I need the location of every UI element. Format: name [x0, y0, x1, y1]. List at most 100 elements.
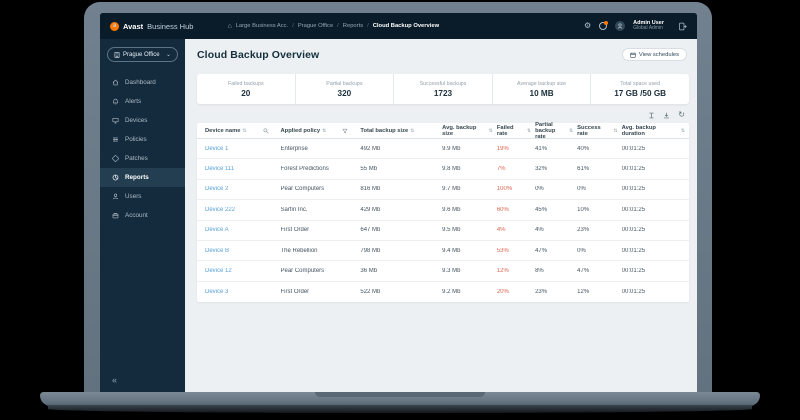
success-rate-cell: 23%	[577, 227, 590, 234]
user-role: Global Admin	[633, 25, 663, 32]
laptop-notch	[315, 392, 485, 397]
sidebar-item-devices[interactable]: Devices	[100, 111, 185, 130]
device-name-link[interactable]: Device 222	[205, 206, 236, 213]
partial-backup-rate-cell: 41%	[535, 145, 548, 152]
search-icon[interactable]	[263, 128, 269, 134]
partial-backup-rate-cell: 23%	[535, 288, 548, 295]
avg-backup-duration-cell: 00:01:25	[621, 288, 646, 295]
partial-backup-rate-cell: 32%	[535, 166, 548, 173]
device-name-link[interactable]: Device 111	[205, 166, 235, 173]
success-rate-cell: 0%	[577, 247, 586, 254]
sidebar-item-dashboard[interactable]: Dashboard	[100, 73, 185, 92]
column-header-partial-backup-rate[interactable]: Partial backup rate ⇅	[535, 121, 574, 140]
table-row[interactable]: Device 2 Pear Computers 816 Mb 9.7 Mb 10…	[197, 180, 689, 201]
user-name: Admin User	[633, 19, 664, 26]
avg-backup-size-cell: 9.3 Mb	[442, 268, 461, 275]
failed-rate-cell: 4%	[496, 227, 506, 234]
table-row[interactable]: Device B The Rebellion 798 Mb 9.4 Mb 53%…	[197, 241, 689, 262]
sort-icon[interactable]: ⇅	[322, 127, 327, 134]
sidebar-item-account[interactable]: Account	[100, 206, 185, 225]
device-name-link[interactable]: Device 12	[205, 268, 232, 275]
building-icon	[114, 51, 120, 58]
home-icon[interactable]: ⌂	[227, 22, 232, 30]
breadcrumb-separator: /	[337, 23, 339, 29]
main-content: Cloud Backup Overview View schedules Fai…	[185, 39, 697, 392]
column-header-applied-policy[interactable]: Applied policy ⇅	[281, 128, 361, 134]
top-bar: a Avast Business Hub ⌂ Large Business Ac…	[100, 13, 697, 39]
applied-policy-cell: First Order	[280, 227, 310, 234]
sidebar-item-label: Users	[125, 193, 142, 200]
success-rate-cell: 10%	[577, 206, 590, 213]
download-icon[interactable]	[663, 112, 670, 119]
sort-icon[interactable]: ⇅	[410, 127, 415, 134]
breadcrumb-item[interactable]: Large Business Acc.	[235, 23, 289, 29]
sort-icon[interactable]: ⇅	[242, 127, 247, 134]
sidebar-item-reports[interactable]: Reports	[100, 168, 185, 187]
sidebar-item-label: Dashboard	[125, 79, 156, 86]
person-icon	[617, 23, 623, 29]
device-name-link[interactable]: Device 3	[205, 288, 229, 295]
briefcase-icon	[112, 212, 119, 219]
home-icon	[112, 79, 119, 86]
view-schedules-label: View schedules	[638, 51, 679, 58]
user-info[interactable]: Admin User Global Admin	[633, 20, 664, 32]
device-name-link[interactable]: Device 1	[205, 145, 229, 152]
view-schedules-button[interactable]: View schedules	[621, 48, 687, 61]
sidebar-item-users[interactable]: Users	[100, 187, 185, 206]
failed-rate-cell: 7%	[496, 166, 506, 173]
refresh-icon[interactable]: ↻	[678, 110, 685, 119]
brand: a Avast Business Hub	[110, 21, 194, 31]
person-icon	[112, 193, 119, 200]
table-row[interactable]: Device 111 Forest Predictions 55 Mb 9.8 …	[197, 159, 689, 180]
breadcrumb-item[interactable]: Prague Office	[297, 23, 334, 29]
app-window: a Avast Business Hub ⌂ Large Business Ac…	[100, 13, 697, 392]
laptop-bottom-edge	[48, 405, 752, 413]
sort-icon[interactable]: ⇅	[680, 127, 685, 134]
column-header-success-rate[interactable]: Success rate ⇅	[577, 124, 618, 137]
table-row[interactable]: Device A First Order 647 Mb 9.5 Mb 4% 4%…	[197, 221, 689, 241]
sidebar-item-alerts[interactable]: Alerts	[100, 92, 185, 111]
avatar[interactable]	[615, 21, 626, 31]
success-rate-cell: 12%	[577, 288, 590, 295]
sort-icon[interactable]: ⇅	[526, 127, 532, 134]
logout-icon[interactable]	[678, 22, 687, 31]
column-header-total-backup-size[interactable]: Total backup size ⇅	[360, 127, 415, 134]
notifications-icon[interactable]	[599, 21, 609, 30]
bell-icon	[113, 98, 118, 105]
table-body: Device 1 Enterprise 492 Mb 9.9 Mb 19% 41…	[197, 139, 689, 302]
partial-backup-rate-cell: 0%	[535, 186, 544, 193]
table-row[interactable]: Device 1 Enterprise 492 Mb 9.9 Mb 19% 41…	[197, 139, 689, 160]
filter-icon[interactable]	[342, 128, 348, 134]
column-header-avg-backup-duration[interactable]: Avg. backup duration ⇅	[621, 124, 685, 137]
device-name-link[interactable]: Device 2	[205, 186, 229, 193]
breadcrumb-item[interactable]: Reports	[342, 23, 364, 29]
sidebar-item-label: Alerts	[125, 98, 142, 105]
site-selector[interactable]: Prague Office ⌄	[107, 47, 178, 62]
device-name-link[interactable]: Device B	[205, 247, 230, 254]
sort-icon[interactable]: ⇅	[613, 127, 618, 134]
column-header-avg-backup-size[interactable]: Avg. backup size ⇅	[442, 124, 493, 137]
table-row[interactable]: Device 12 Pear Computers 36 Mb 9.3 Mb 12…	[197, 261, 689, 282]
columns-icon[interactable]	[648, 112, 655, 119]
sort-icon[interactable]: ⇅	[488, 127, 493, 134]
avg-backup-size-cell: 9.2 Mb	[442, 288, 461, 295]
brand-suffix: Business Hub	[147, 21, 194, 31]
table-row[interactable]: Device 222 Sarfin Inc. 429 Mb 9.6 Mb 60%…	[197, 200, 689, 221]
table-row[interactable]: Device 3 First Order 522 Mb 9.2 Mb 20% 2…	[197, 282, 689, 302]
column-header-device-name[interactable]: Device name ⇅	[205, 128, 281, 134]
applied-policy-cell: Sarfin Inc.	[280, 206, 308, 213]
summary-stat: Total space used 17 GB /50 GB	[590, 74, 689, 104]
summary-stat: Failed backups 20	[197, 74, 295, 104]
stat-label: Total space used	[620, 80, 661, 87]
failed-rate-cell: 12%	[496, 268, 509, 275]
column-header-failed-rate[interactable]: Failed rate ⇅	[496, 124, 532, 137]
sidebar-item-policies[interactable]: Policies	[100, 130, 185, 149]
device-name-link[interactable]: Device A	[205, 227, 229, 234]
applied-policy-cell: Pear Computers	[280, 186, 325, 193]
settings-gear-icon[interactable]: ⚙	[583, 21, 592, 30]
sidebar-item-patches[interactable]: Patches	[100, 149, 185, 168]
table-header-row: Device name ⇅ Applied policy ⇅	[197, 121, 689, 140]
sort-icon[interactable]: ⇅	[568, 127, 574, 134]
sidebar-collapse-button[interactable]: «	[112, 375, 118, 385]
summary-stat: Partial backups 320	[294, 74, 394, 104]
